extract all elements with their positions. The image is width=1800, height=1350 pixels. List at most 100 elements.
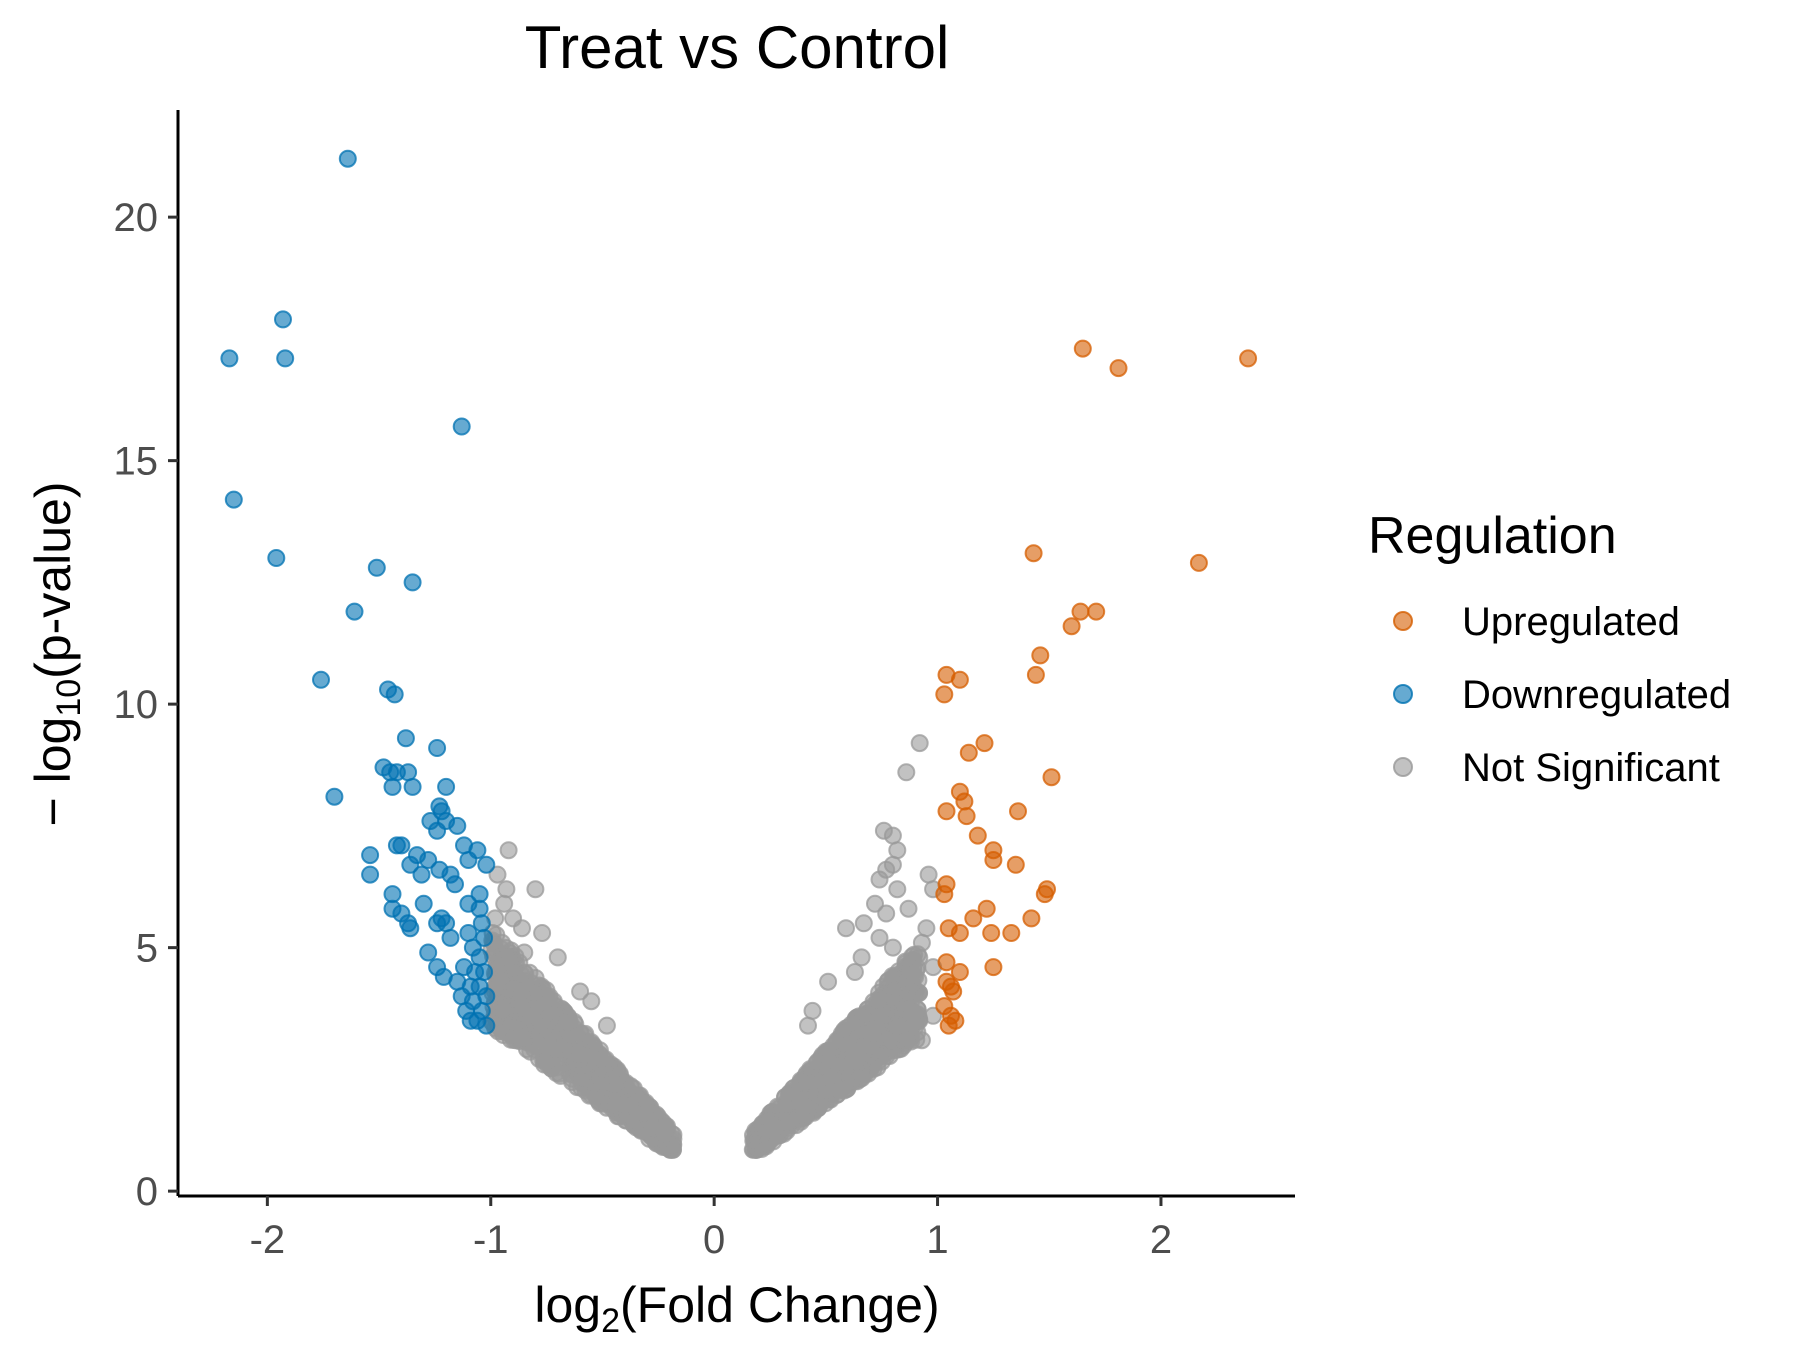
point-not-significant xyxy=(919,865,938,884)
point-not-significant xyxy=(897,763,916,782)
point-upregulated xyxy=(937,802,956,821)
point-upregulated xyxy=(964,909,983,928)
point-downregulated xyxy=(267,549,286,567)
point-upregulated xyxy=(1026,665,1045,684)
point-upregulated xyxy=(1073,339,1092,358)
point-downregulated xyxy=(477,855,496,874)
point-not-significant xyxy=(548,948,567,967)
point-not-significant xyxy=(906,967,925,986)
point-not-significant xyxy=(888,841,907,860)
legend-entry-upregulated: Upregulated xyxy=(1393,600,1680,644)
point-not-significant xyxy=(837,919,855,938)
x-tick-label: 0 xyxy=(703,1218,725,1262)
point-not-significant xyxy=(488,865,507,884)
point-not-significant xyxy=(778,1112,797,1131)
y-axis-title: − log10(p-value) xyxy=(25,482,88,827)
y-tick-label: 10 xyxy=(114,683,159,727)
point-not-significant xyxy=(497,880,516,899)
legend-entry-not-significant: Not Significant xyxy=(1393,746,1720,790)
y-tick-label: 20 xyxy=(114,196,159,240)
legend-swatch-upregulated xyxy=(1393,611,1413,631)
point-not-significant xyxy=(847,1054,866,1073)
point-not-significant xyxy=(897,1031,916,1050)
point-not-significant xyxy=(866,894,884,913)
point-not-significant xyxy=(492,933,511,952)
point-upregulated xyxy=(957,807,976,826)
point-not-significant xyxy=(883,966,902,985)
point-downregulated xyxy=(385,685,404,704)
point-downregulated xyxy=(419,943,438,962)
chart-title: Treat vs Control xyxy=(525,14,950,81)
point-not-significant xyxy=(594,1050,613,1069)
point-not-significant xyxy=(515,943,534,962)
point-downregulated xyxy=(437,777,456,796)
point-downregulated xyxy=(448,816,467,835)
point-downregulated xyxy=(428,739,447,757)
point-upregulated xyxy=(1239,349,1258,368)
legend-label-downregulated: Downregulated xyxy=(1462,673,1731,717)
point-downregulated xyxy=(437,914,456,933)
point-upregulated xyxy=(1035,885,1054,904)
point-not-significant xyxy=(547,1064,566,1082)
point-upregulated xyxy=(1109,359,1128,378)
point-upregulated xyxy=(982,924,1001,942)
point-downregulated xyxy=(383,777,402,796)
point-downregulated xyxy=(446,875,464,894)
point-downregulated xyxy=(470,899,489,918)
point-not-significant xyxy=(597,1016,616,1035)
point-not-significant xyxy=(567,1025,586,1044)
point-not-significant xyxy=(870,928,889,947)
point-not-significant xyxy=(870,870,889,889)
point-upregulated xyxy=(946,1011,965,1030)
y-tick-label: 0 xyxy=(136,1170,158,1214)
x-tick-label: -2 xyxy=(250,1218,286,1262)
point-upregulated xyxy=(968,826,987,845)
point-upregulated xyxy=(1024,544,1043,563)
point-not-significant xyxy=(819,972,838,991)
point-upregulated xyxy=(950,670,969,689)
legend-entry-downregulated: Downregulated xyxy=(1393,673,1731,717)
point-downregulated xyxy=(276,349,295,368)
not-significant-points xyxy=(482,734,943,1159)
point-upregulated xyxy=(975,734,994,753)
legend: Regulation Upregulated Downregulated Not… xyxy=(1368,507,1731,790)
point-not-significant xyxy=(493,1000,512,1019)
point-not-significant xyxy=(526,969,545,987)
point-downregulated xyxy=(441,928,460,947)
point-not-significant xyxy=(571,982,590,1001)
legend-title: Regulation xyxy=(1368,507,1617,565)
point-not-significant xyxy=(569,1044,588,1063)
point-not-significant xyxy=(635,1103,654,1122)
point-not-significant xyxy=(605,1094,624,1113)
point-upregulated xyxy=(1022,909,1041,928)
point-not-significant xyxy=(622,1078,641,1097)
point-not-significant xyxy=(799,1016,817,1035)
point-downregulated xyxy=(274,310,292,329)
point-downregulated xyxy=(403,573,422,592)
point-downregulated xyxy=(345,602,364,621)
x-axis-title: log2(Fold Change) xyxy=(534,1277,939,1340)
x-tick-label: 2 xyxy=(1150,1218,1172,1262)
point-not-significant xyxy=(511,982,530,1001)
point-upregulated xyxy=(935,885,954,904)
point-not-significant xyxy=(883,826,902,845)
legend-label-not-significant: Not Significant xyxy=(1462,746,1720,790)
point-downregulated xyxy=(470,948,489,967)
point-upregulated xyxy=(950,963,969,981)
point-upregulated xyxy=(1189,553,1208,572)
point-downregulated xyxy=(312,670,330,689)
y-axis-ticks: 0 5 10 15 20 xyxy=(114,196,178,1214)
point-not-significant xyxy=(888,880,907,899)
point-not-significant xyxy=(869,990,887,1009)
point-not-significant xyxy=(803,1001,822,1020)
point-downregulated xyxy=(399,763,418,782)
point-not-significant xyxy=(495,894,514,913)
x-axis-ticks: -2 -1 0 1 2 xyxy=(250,1196,1172,1262)
point-not-significant xyxy=(912,1031,931,1050)
point-downregulated xyxy=(338,149,357,168)
point-not-significant xyxy=(917,919,936,938)
point-not-significant xyxy=(520,1007,539,1026)
point-downregulated xyxy=(412,865,431,884)
point-upregulated xyxy=(984,958,1003,977)
